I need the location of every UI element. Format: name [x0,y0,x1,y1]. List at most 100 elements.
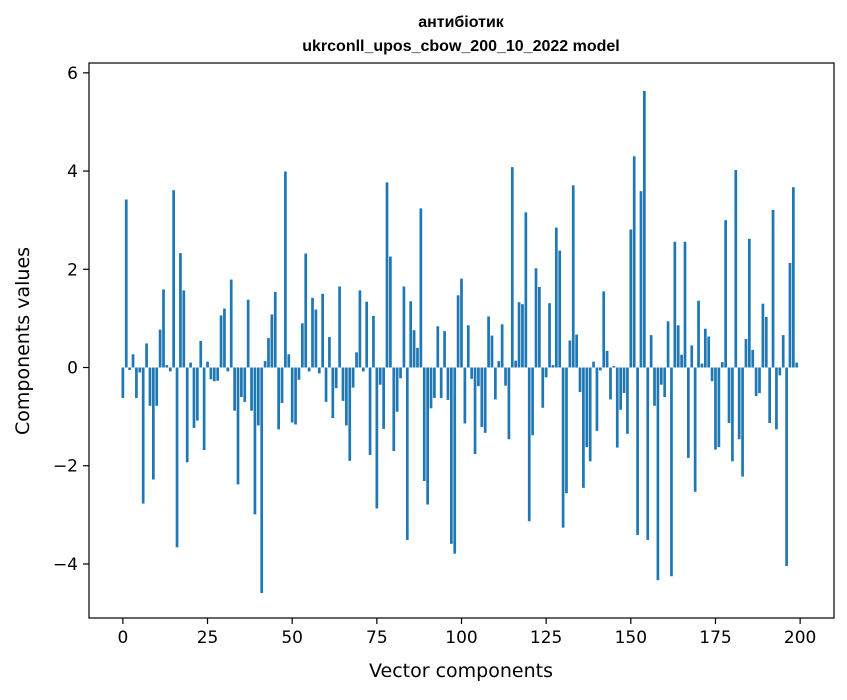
bar-77 [382,367,385,429]
bar-107 [483,367,487,433]
bar-11 [158,329,162,368]
bar-27 [212,367,216,382]
bar-143 [605,350,609,368]
bar-64 [338,286,341,368]
bar-187 [754,367,758,396]
bar-146 [615,367,619,448]
bar-166 [683,241,687,368]
bar-78 [385,182,389,368]
bar-192 [771,209,775,368]
bar-26 [209,367,213,380]
bar-6 [141,367,145,504]
x-axis-ticks: 0 25 50 75 100 125 150 175 200 [117,618,816,648]
bar-106 [480,367,484,427]
bar-87 [416,347,419,368]
bar-186 [751,349,755,368]
bar-173 [707,336,711,368]
bar-34 [236,367,240,485]
x-tick-label: 25 [197,628,219,648]
bar-96 [446,367,450,400]
bar-181 [734,170,738,368]
bar-79 [389,256,392,368]
bar-132 [568,340,572,368]
bar-157 [653,367,656,406]
bar-76 [378,367,382,385]
bar-139 [592,361,595,368]
bar-158 [656,367,660,581]
bar-48 [284,171,287,368]
bar-66 [345,367,348,426]
bar-172 [703,328,707,368]
bar-82 [399,367,402,379]
bar-54 [304,253,308,368]
bar-81 [395,367,399,412]
bar-123 [538,286,541,368]
bar-60 [324,367,328,402]
x-axis-label: Vector components [369,660,553,682]
bar-117 [517,302,521,368]
bar-180 [731,367,734,462]
bar-190 [764,316,768,368]
bar-85 [409,301,413,368]
bar-29 [219,315,223,368]
bar-45 [273,291,277,368]
bar-183 [741,367,744,477]
bar-148 [622,367,626,394]
x-tick-label: 75 [366,628,388,648]
bar-110 [494,367,497,400]
bar-21 [192,367,196,428]
y-axis-label: Components values [12,247,34,435]
bar-140 [595,367,599,431]
bar-178 [724,220,727,368]
bar-56 [311,297,314,368]
bar-167 [687,367,690,458]
bar-61 [328,337,331,368]
bar-199 [795,362,799,368]
bar-63 [334,367,338,389]
bar-184 [744,339,748,368]
bar-160 [663,367,667,397]
bar-124 [541,367,545,408]
bar-154 [643,91,646,368]
bar-176 [717,367,721,448]
bar-25 [206,361,209,368]
y-tick-label: 4 [67,162,78,182]
bar-40 [256,367,260,426]
plot-frame [88,62,835,619]
bar-95 [443,331,446,368]
bar-159 [659,367,663,385]
bar-188 [758,367,761,394]
bar-41 [260,367,264,593]
bar-182 [737,367,741,440]
bar-134 [575,334,578,368]
bar-72 [365,301,369,368]
bar-194 [778,367,782,376]
bar-24 [202,367,206,451]
y-tick-label: −2 [53,457,78,477]
bar-115 [510,167,514,368]
bar-169 [693,367,697,492]
bar-130 [561,367,565,528]
bar-168 [690,345,694,368]
bar-191 [768,367,772,424]
bar-149 [626,367,629,434]
bar-4 [135,367,138,398]
bar-126 [548,303,551,368]
bar-141 [598,367,602,371]
bar-28 [216,367,220,381]
bar-94 [439,367,443,398]
bar-8 [148,367,152,406]
bar-12 [162,289,165,368]
x-tick-label: 100 [445,628,477,648]
bar-55 [307,367,311,372]
bar-73 [368,367,372,455]
bar-138 [588,367,592,462]
bar-145 [612,366,616,368]
bar-125 [544,367,548,378]
bar-99 [456,295,460,368]
bar-100 [460,278,463,368]
bar-98 [453,367,457,554]
bar-161 [666,321,670,368]
x-tick-label: 50 [281,628,303,648]
